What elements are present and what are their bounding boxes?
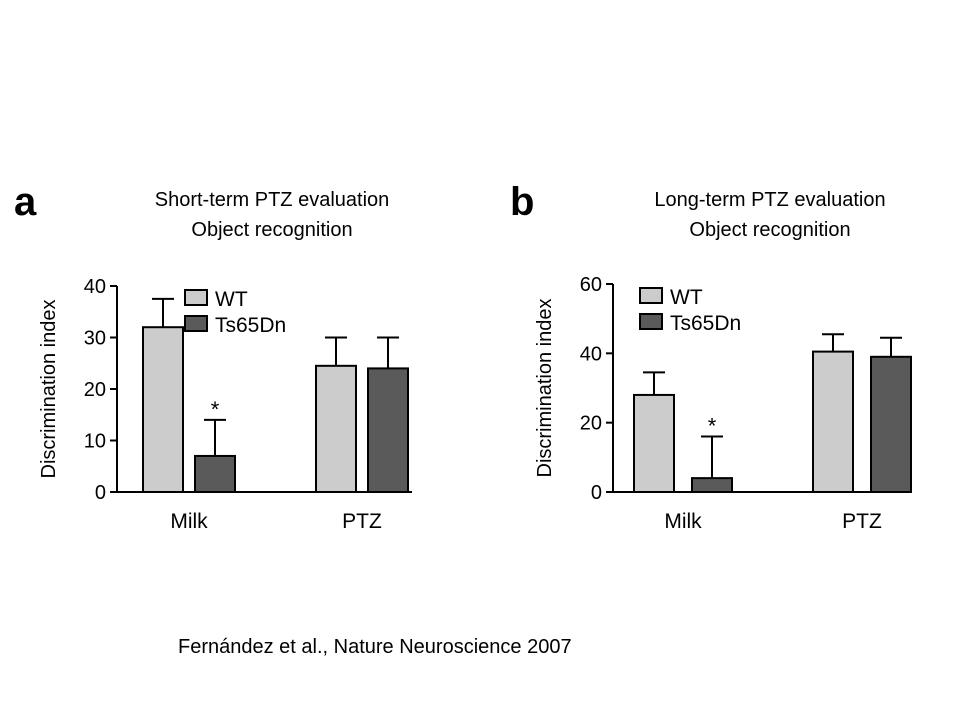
- legend-swatch: [639, 287, 663, 304]
- bar-wt-milk: [142, 326, 184, 494]
- chart-subtitle: Object recognition: [191, 219, 352, 241]
- bar-ts65dn-milk: [194, 454, 236, 494]
- y-tick-label: 60: [580, 274, 602, 296]
- y-tick-label: 40: [84, 276, 106, 298]
- x-tick-label: PTZ: [842, 510, 882, 533]
- y-tick-label: 30: [84, 328, 106, 350]
- y-tick-label: 10: [84, 431, 106, 453]
- x-tick-label: Milk: [664, 510, 702, 533]
- legend-label: WT: [670, 286, 703, 309]
- panel-label: a: [14, 180, 37, 224]
- y-tick-label: 40: [580, 343, 602, 365]
- legend-swatch: [184, 289, 208, 306]
- y-tick-label: 0: [591, 482, 602, 504]
- bar-wt-milk: [633, 393, 675, 493]
- chart-title: Long-term PTZ evaluation: [654, 189, 885, 211]
- legend-label: WT: [215, 288, 248, 311]
- chart-subtitle: Object recognition: [689, 219, 850, 241]
- chart-panel-a: a Short-term PTZ evaluation Object recogni…: [14, 180, 412, 533]
- bar-wt-ptz: [315, 364, 357, 494]
- chart-panel-b: b Long-term PTZ evaluation Object recognit…: [510, 180, 912, 533]
- bar-ts65dn-ptz: [870, 355, 912, 493]
- panel-label: b: [510, 180, 534, 224]
- y-tick-label: 0: [95, 482, 106, 504]
- significance-asterisk: *: [211, 397, 220, 422]
- y-axis-label: Discrimination index: [38, 300, 60, 479]
- x-tick-label: PTZ: [342, 510, 382, 533]
- legend-label: Ts65Dn: [215, 314, 286, 337]
- legend-label: Ts65Dn: [670, 312, 741, 335]
- bar-wt-ptz: [812, 350, 854, 493]
- y-tick-label: 20: [84, 379, 106, 401]
- chart-title: Short-term PTZ evaluation: [155, 189, 390, 211]
- legend-swatch: [184, 315, 208, 332]
- significance-asterisk: *: [708, 414, 717, 439]
- bar-ts65dn-ptz: [367, 367, 409, 493]
- bar-ts65dn-milk: [691, 477, 733, 493]
- citation: Fernández et al., Nature Neuroscience 20…: [178, 636, 572, 658]
- y-axis-label: Discrimination index: [534, 299, 556, 478]
- legend-swatch: [639, 313, 663, 330]
- y-tick-label: 20: [580, 413, 602, 435]
- x-tick-label: Milk: [170, 510, 208, 533]
